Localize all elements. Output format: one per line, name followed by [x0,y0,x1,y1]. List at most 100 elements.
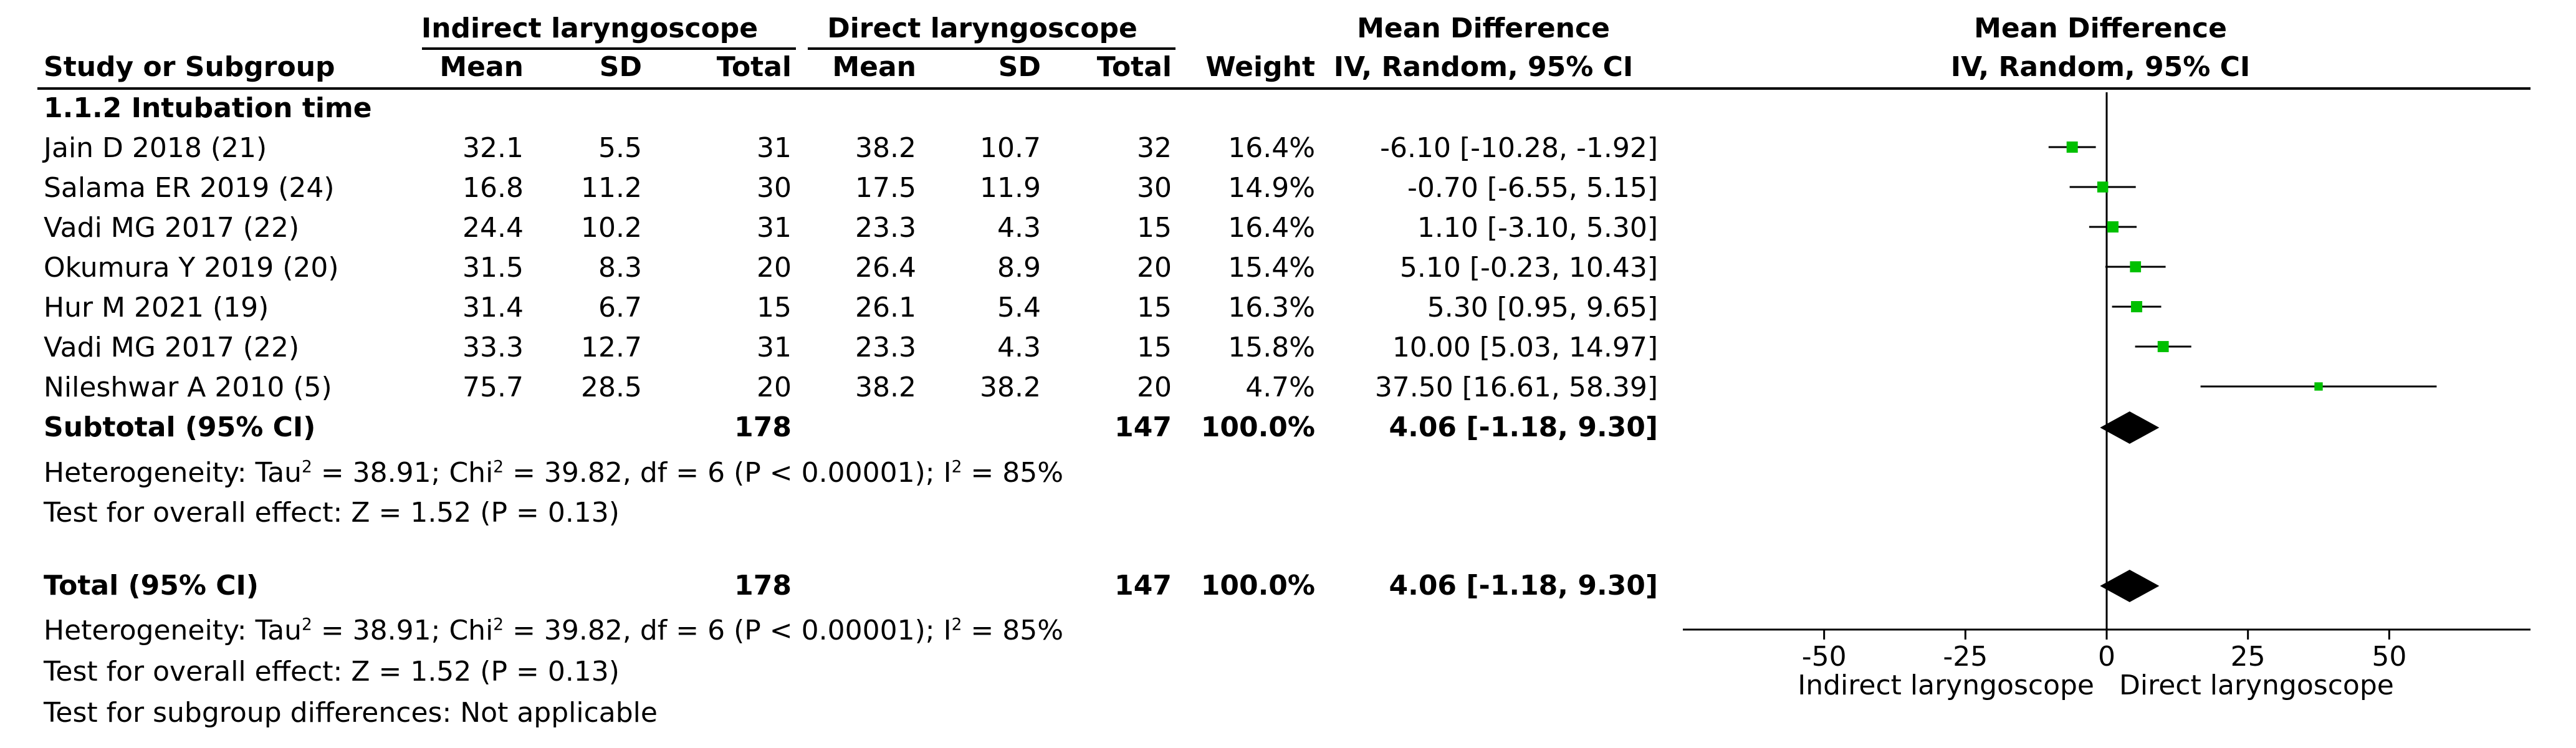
row-ci: -0.70 [-6.55, 5.15] [1407,172,1658,204]
row-mean2: 23.3 [855,212,916,244]
total-diamond [2100,570,2160,602]
x-tick-label: -25 [1943,641,1988,673]
x-tick-label: 0 [2098,641,2115,673]
row-ci: 37.50 [16.61, 58.39] [1374,372,1658,403]
study-marker [2107,221,2119,233]
sd2-header: SD [998,51,1041,83]
subtotal-weight: 100.0% [1200,411,1315,443]
row-study-name: Okumura Y 2019 (20) [44,252,339,284]
total1-header: Total [716,51,792,83]
row-total2: 20 [1137,372,1172,403]
row-sd2: 38.2 [980,372,1041,403]
row-mean2: 38.2 [855,372,916,403]
row-total1: 20 [757,372,792,403]
row-mean1: 33.3 [462,332,524,363]
sd1-header: SD [599,51,642,83]
total-total1: 178 [734,570,792,602]
row-study-name: Jain D 2018 (21) [44,132,267,164]
row-weight: 16.4% [1228,132,1315,164]
total-weight: 100.0% [1200,570,1315,602]
study-marker [2097,181,2109,193]
row-study-name: Hur M 2021 (19) [44,292,269,324]
row-weight: 14.9% [1228,172,1315,204]
row-mean2: 26.1 [855,292,916,324]
row-total2: 15 [1137,292,1172,324]
row-sd1: 6.7 [598,292,642,324]
axis-label-left: Indirect laryngoscope [1798,669,2094,701]
subgroup-heterogeneity: Heterogeneity: Tau2 = 38.91; Chi2 = 39.8… [44,457,1063,489]
row-mean2: 26.4 [855,252,916,284]
row-mean2: 23.3 [855,332,916,363]
subtotal-diamond [2100,411,2160,444]
row-total1: 31 [757,212,792,244]
plot-subtitle: IV, Random, 95% CI [1950,51,2251,83]
row-sd1: 28.5 [581,372,642,403]
md-title: Mean Difference [1357,12,1610,44]
row-sd2: 4.3 [997,332,1041,363]
row-total1: 20 [757,252,792,284]
row-mean2: 17.5 [855,172,916,204]
total-overall-effect: Test for overall effect: Z = 1.52 (P = 0… [44,656,620,688]
row-total2: 15 [1137,212,1172,244]
row-study-name: Vadi MG 2017 (22) [44,332,300,363]
row-sd2: 5.4 [997,292,1041,324]
study-marker [2157,341,2169,352]
row-total1: 30 [757,172,792,204]
group-underline-direct [808,47,1175,50]
study-marker [2130,261,2142,272]
group-header-direct: Direct laryngoscope [827,12,1137,44]
group-underline-indirect [422,47,796,50]
study-marker [2314,382,2323,391]
row-sd1: 5.5 [598,132,642,164]
plot-title: Mean Difference [1974,12,2227,44]
row-study-name: Vadi MG 2017 (22) [44,212,300,244]
md-subtitle: IV, Random, 95% CI [1333,51,1634,83]
subgroup-overall-effect: Test for overall effect: Z = 1.52 (P = 0… [44,497,620,529]
row-total1: 15 [757,292,792,324]
study-marker [2131,301,2143,312]
subtotal-total2: 147 [1114,411,1172,443]
study-column-header: Study or Subgroup [44,51,335,83]
subgroup-differences: Test for subgroup differences: Not appli… [44,697,658,729]
row-mean1: 24.4 [462,212,524,244]
row-mean2: 38.2 [855,132,916,164]
row-ci: 10.00 [5.03, 14.97] [1392,332,1658,363]
row-total2: 15 [1137,332,1172,363]
row-mean1: 31.4 [462,292,524,324]
row-ci: 5.10 [-0.23, 10.43] [1399,252,1658,284]
mean2-header: Mean [832,51,916,83]
x-tick-label: 50 [2372,641,2406,673]
row-weight: 4.7% [1245,372,1315,403]
row-mean1: 31.5 [462,252,524,284]
row-weight: 15.4% [1228,252,1315,284]
subtotal-ci: 4.06 [-1.18, 9.30] [1389,411,1658,443]
row-sd1: 10.2 [581,212,642,244]
row-ci: 5.30 [0.95, 9.65] [1427,292,1658,324]
row-total2: 32 [1137,132,1172,164]
total-total2: 147 [1114,570,1172,602]
row-sd2: 10.7 [980,132,1041,164]
weight-header: Weight [1205,51,1315,83]
row-weight: 15.8% [1228,332,1315,363]
study-marker [2066,141,2078,153]
row-sd2: 8.9 [997,252,1041,284]
header-rule [37,87,2531,90]
row-total1: 31 [757,132,792,164]
row-sd1: 11.2 [581,172,642,204]
row-ci: 1.10 [-3.10, 5.30] [1417,212,1658,244]
row-ci: -6.10 [-10.28, -1.92] [1380,132,1658,164]
x-tick-label: -50 [1802,641,1847,673]
row-sd2: 4.3 [997,212,1041,244]
total-ci: 4.06 [-1.18, 9.30] [1389,570,1658,602]
row-study-name: Nileshwar A 2010 (5) [44,372,332,403]
total-label: Total (95% CI) [44,570,259,602]
row-sd1: 12.7 [581,332,642,363]
subtotal-total1: 178 [734,411,792,443]
row-total2: 30 [1137,172,1172,204]
mean1-header: Mean [439,51,524,83]
row-total2: 20 [1137,252,1172,284]
subtotal-label: Subtotal (95% CI) [44,411,316,443]
total2-header: Total [1096,51,1172,83]
axis-label-right: Direct laryngoscope [2119,669,2394,701]
